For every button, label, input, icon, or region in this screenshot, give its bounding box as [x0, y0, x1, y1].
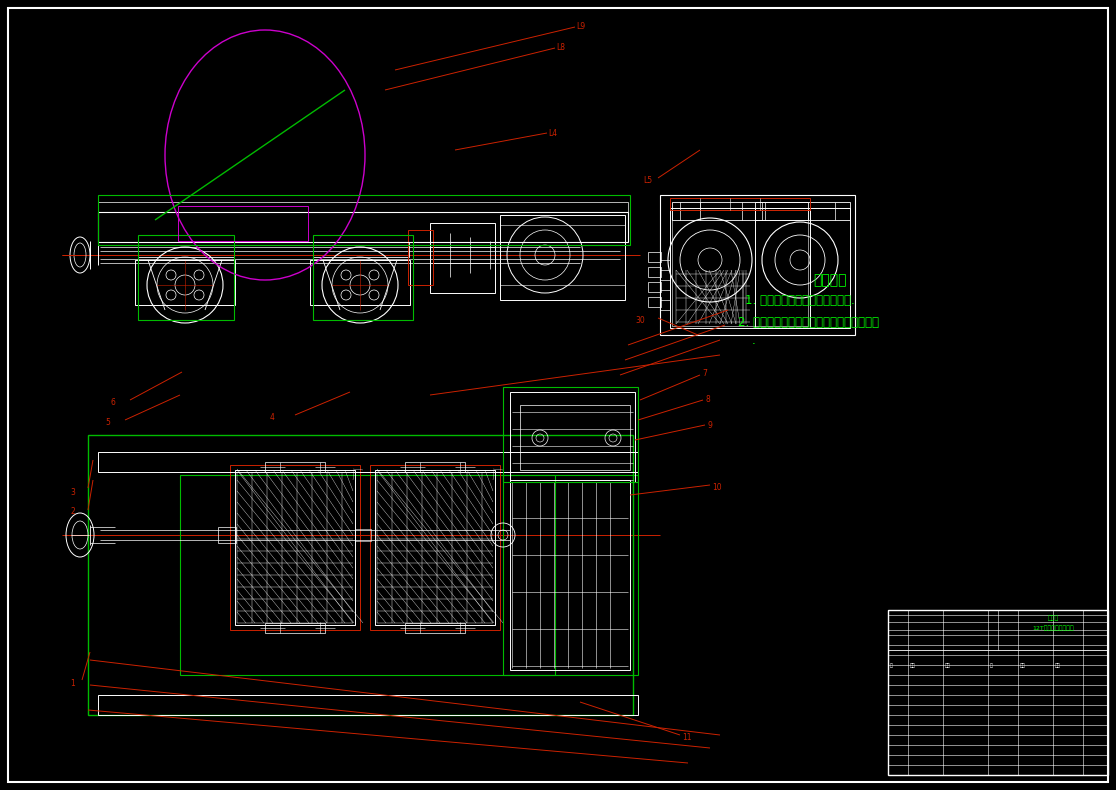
Bar	[371, 465, 500, 630]
Bar	[756, 208, 850, 328]
Text: 1: 1	[70, 679, 75, 689]
Text: 1. 安装时确保各零件的位置精确.: 1. 安装时确保各零件的位置精确.	[745, 294, 855, 307]
Text: 3: 3	[70, 487, 75, 496]
Text: L9: L9	[576, 21, 585, 31]
Bar	[648, 282, 661, 292]
Text: 名称: 名称	[945, 663, 951, 668]
Text: 2. 两台配合使用时，确保同列滚轮轴线一致: 2. 两台配合使用时，确保同列滚轮轴线一致	[738, 315, 879, 329]
Bar	[672, 202, 808, 220]
Text: .: .	[752, 333, 756, 347]
Bar	[138, 235, 234, 320]
Bar	[648, 267, 661, 277]
Bar	[503, 475, 638, 675]
Bar	[503, 387, 638, 482]
Bar	[312, 235, 413, 320]
Text: 30: 30	[635, 315, 645, 325]
Text: 技术要求: 技术要求	[814, 273, 847, 287]
Bar	[88, 435, 633, 715]
Bar	[430, 223, 496, 293]
Bar	[218, 527, 235, 543]
Bar	[510, 392, 635, 482]
Text: 12T焊接滚轮架总装图: 12T焊接滚轮架总装图	[1032, 625, 1074, 630]
Text: 重量: 重量	[1055, 663, 1060, 668]
Bar	[177, 206, 308, 241]
Text: 材料: 材料	[1020, 663, 1026, 668]
Bar	[98, 202, 628, 212]
Bar	[375, 470, 496, 625]
Bar	[355, 529, 371, 541]
Text: 11: 11	[682, 733, 692, 743]
Bar	[756, 202, 850, 220]
Text: 9: 9	[708, 420, 712, 430]
Text: 5: 5	[105, 417, 109, 427]
Text: 数: 数	[990, 663, 993, 668]
Bar	[648, 252, 661, 262]
Bar	[888, 610, 1108, 650]
Text: L8: L8	[556, 43, 565, 51]
Bar	[670, 198, 810, 210]
Text: L5: L5	[643, 175, 652, 185]
Bar	[310, 260, 410, 305]
Bar	[180, 475, 555, 675]
Bar	[235, 470, 355, 625]
Text: 6: 6	[110, 397, 115, 407]
Bar	[648, 297, 661, 307]
Bar	[500, 215, 625, 300]
Text: 8: 8	[705, 394, 710, 404]
Text: 10: 10	[712, 483, 722, 491]
Bar	[405, 623, 465, 633]
Bar	[888, 610, 1108, 775]
Bar	[520, 405, 631, 470]
Bar	[98, 452, 638, 472]
Bar	[672, 210, 808, 326]
Bar	[264, 623, 325, 633]
Text: L4: L4	[548, 129, 557, 137]
Text: 4: 4	[270, 412, 275, 422]
Bar	[98, 195, 631, 245]
Bar	[660, 195, 855, 335]
Text: 代号: 代号	[910, 663, 916, 668]
Text: 2: 2	[70, 507, 75, 517]
Bar	[98, 212, 628, 242]
Bar	[670, 208, 810, 328]
Bar	[230, 465, 360, 630]
Text: 7: 7	[702, 368, 706, 378]
Bar	[98, 695, 638, 715]
Bar	[135, 260, 235, 305]
Bar	[510, 480, 631, 670]
Text: 序: 序	[889, 663, 893, 668]
Bar	[405, 462, 465, 472]
Text: 总装图: 总装图	[1048, 615, 1059, 621]
Bar	[408, 230, 433, 285]
Bar	[264, 462, 325, 472]
Bar	[312, 242, 408, 257]
Bar	[138, 242, 234, 257]
